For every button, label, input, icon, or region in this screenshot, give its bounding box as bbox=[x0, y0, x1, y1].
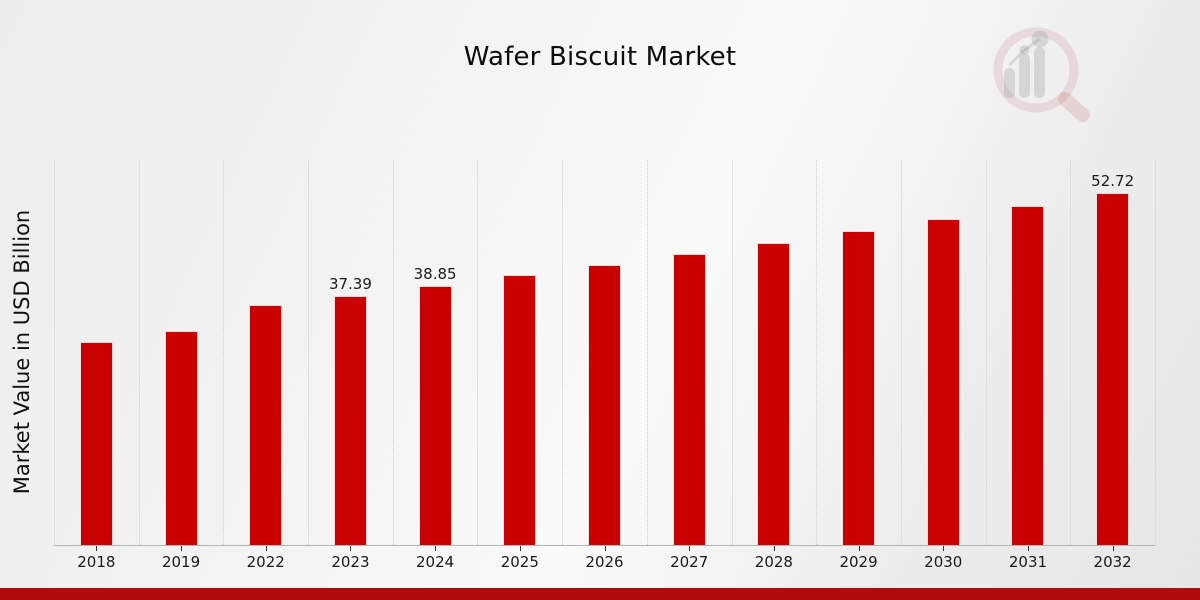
gridline bbox=[1070, 160, 1072, 545]
bar-2029 bbox=[842, 231, 876, 545]
x-tick-2032 bbox=[1112, 546, 1114, 551]
bar-2023 bbox=[333, 295, 367, 545]
x-tick-2019 bbox=[181, 546, 183, 551]
bar-value-label-2023: 37.39 bbox=[328, 274, 372, 293]
gridline bbox=[562, 160, 564, 545]
x-axis-line bbox=[54, 545, 1155, 546]
x-label-2022: 2022 bbox=[246, 553, 285, 571]
bar-value-label-2024: 38.85 bbox=[413, 264, 457, 283]
bar-2022 bbox=[249, 304, 283, 545]
gridlines-layer bbox=[54, 160, 1156, 545]
magnifier-bar-chart-icon bbox=[993, 27, 1090, 122]
chart-title: Wafer Biscuit Market bbox=[463, 42, 737, 72]
y-axis-label: Market Value in USD Billion bbox=[10, 209, 34, 495]
bar-2027 bbox=[672, 254, 706, 545]
x-label-2030: 2030 bbox=[924, 553, 963, 571]
x-label-2032: 2032 bbox=[1093, 553, 1132, 571]
x-tick-2027 bbox=[689, 546, 691, 551]
bar-2024 bbox=[418, 285, 452, 545]
gridline bbox=[1155, 160, 1156, 545]
x-label-2027: 2027 bbox=[670, 553, 709, 571]
x-axis-labels-layer: 2018 2019 2022 2023 2024 2025 2026 2027 2028 2029… bbox=[54, 160, 1155, 571]
x-axis-ticks-layer bbox=[54, 160, 1155, 551]
bar-2025 bbox=[503, 275, 537, 545]
x-label-2028: 2028 bbox=[754, 553, 793, 571]
x-tick-2022 bbox=[265, 546, 267, 551]
x-label-2026: 2026 bbox=[585, 553, 624, 571]
gridline bbox=[477, 160, 479, 545]
x-tick-2031 bbox=[1027, 546, 1029, 551]
x-tick-2018 bbox=[96, 546, 98, 551]
bottom-strip bbox=[0, 588, 1200, 600]
gridline bbox=[223, 160, 225, 545]
bar-2018 bbox=[79, 342, 113, 545]
bar-2019 bbox=[164, 330, 198, 545]
bar-labels-layer: 37.39 38.85 52.72 bbox=[54, 160, 1155, 545]
x-tick-2023 bbox=[350, 546, 352, 551]
x-label-2019: 2019 bbox=[161, 553, 201, 571]
bar-2032 bbox=[1096, 193, 1130, 545]
x-label-2031: 2031 bbox=[1008, 553, 1048, 571]
plot-area: 2018 2019 2022 2023 2024 2025 2026 2027 2028 2029… bbox=[54, 160, 1156, 571]
x-tick-2024 bbox=[435, 546, 437, 551]
gridline bbox=[138, 160, 140, 545]
gridline bbox=[985, 160, 987, 545]
gridline bbox=[308, 160, 310, 545]
x-tick-2026 bbox=[604, 546, 606, 551]
x-tick-2030 bbox=[943, 546, 945, 551]
gridline bbox=[731, 160, 733, 545]
gridline bbox=[392, 160, 394, 545]
bar-2026 bbox=[588, 265, 621, 545]
gridline bbox=[646, 160, 648, 545]
bar-2031 bbox=[1011, 206, 1045, 545]
bar-2028 bbox=[757, 242, 791, 545]
x-label-2018: 2018 bbox=[77, 553, 116, 571]
x-tick-2028 bbox=[773, 546, 775, 551]
bars-layer bbox=[54, 160, 1155, 545]
bar-2030 bbox=[926, 218, 960, 545]
gridline bbox=[54, 160, 55, 545]
x-label-2025: 2025 bbox=[500, 553, 539, 571]
x-label-2024: 2024 bbox=[416, 553, 455, 571]
x-tick-2025 bbox=[519, 546, 521, 551]
x-label-2029: 2029 bbox=[839, 553, 878, 571]
x-label-2023: 2023 bbox=[331, 553, 370, 571]
x-tick-2029 bbox=[858, 546, 860, 551]
market-research-logo-icon bbox=[986, 20, 1098, 124]
gridline bbox=[816, 160, 818, 545]
bar-value-label-2032: 52.72 bbox=[1091, 172, 1135, 191]
gridline bbox=[900, 160, 902, 545]
